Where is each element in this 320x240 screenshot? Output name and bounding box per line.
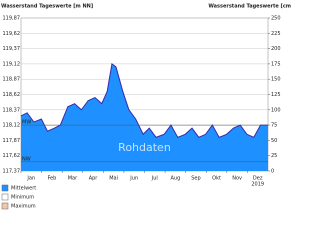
x-tick-label: Jan (26, 176, 35, 182)
x-tick-label: Dez (253, 176, 263, 182)
line (20, 63, 268, 138)
y2-tick-label: 250 (271, 16, 281, 22)
y-tick-label: 117,37 (3, 169, 21, 175)
year-label: 2019 (251, 182, 264, 188)
legend-label: Mittelwert (11, 186, 36, 192)
y2-tick-label: 200 (271, 46, 281, 52)
y2-tick-label: 75 (271, 123, 277, 129)
legend-label: Maximum (11, 204, 36, 210)
y-tick-label: 117,62 (3, 153, 21, 159)
reference-label: MW (22, 120, 31, 126)
x-tick-label: Sep (191, 176, 200, 182)
chart: Wasserstand Tageswerte [m NN] Wasserstan… (1, 4, 291, 210)
x-tick-label: Jul (151, 176, 158, 182)
chart-title-right: Wasserstand Tageswerte [cm (208, 4, 291, 10)
y-tick-label: 119,87 (3, 16, 21, 22)
x-tick-label: Nov (232, 176, 242, 182)
legend-label: Minimum (11, 195, 34, 201)
y2-tick-label: 125 (271, 92, 281, 98)
y2-tick-label: 25 (271, 153, 277, 159)
legend-swatch (1, 184, 9, 192)
y2-tick-label: 175 (271, 61, 281, 67)
x-tick-label: Okt (212, 176, 221, 182)
x-tick-label: Jun (129, 176, 138, 182)
x-tick-label: Apr (89, 176, 99, 182)
chart-title: Wasserstand Tageswerte [m NN] (1, 4, 93, 10)
y2-tick-label: 0 (271, 169, 274, 175)
y2-tick-label: 225 (271, 31, 281, 37)
y-tick-label: 119,12 (3, 61, 21, 67)
y-tick-label: 118,12 (3, 123, 21, 129)
y2-tick-label: 150 (271, 77, 281, 83)
y-tick-label: 118,62 (3, 92, 21, 98)
y-tick-label: 119,62 (3, 31, 21, 37)
y-tick-label: 119,37 (3, 46, 21, 52)
legend-swatch (1, 193, 9, 201)
y-tick-label: 117,87 (3, 138, 21, 144)
x-tick-label: Mar (68, 176, 78, 182)
x-tick-label: Aug (170, 176, 180, 182)
y-tick-label: 118,87 (3, 77, 21, 83)
x-tick-label: Feb (47, 176, 56, 182)
reference-label: NW (22, 156, 31, 162)
watermark: Rohdaten (118, 141, 171, 154)
y2-tick-label: 50 (271, 138, 277, 144)
legend-swatch (1, 202, 9, 210)
area (21, 63, 268, 171)
y2-tick-label: 100 (271, 107, 281, 113)
x-tick-label: Mai (109, 176, 118, 182)
y-tick-label: 118,37 (3, 107, 21, 113)
